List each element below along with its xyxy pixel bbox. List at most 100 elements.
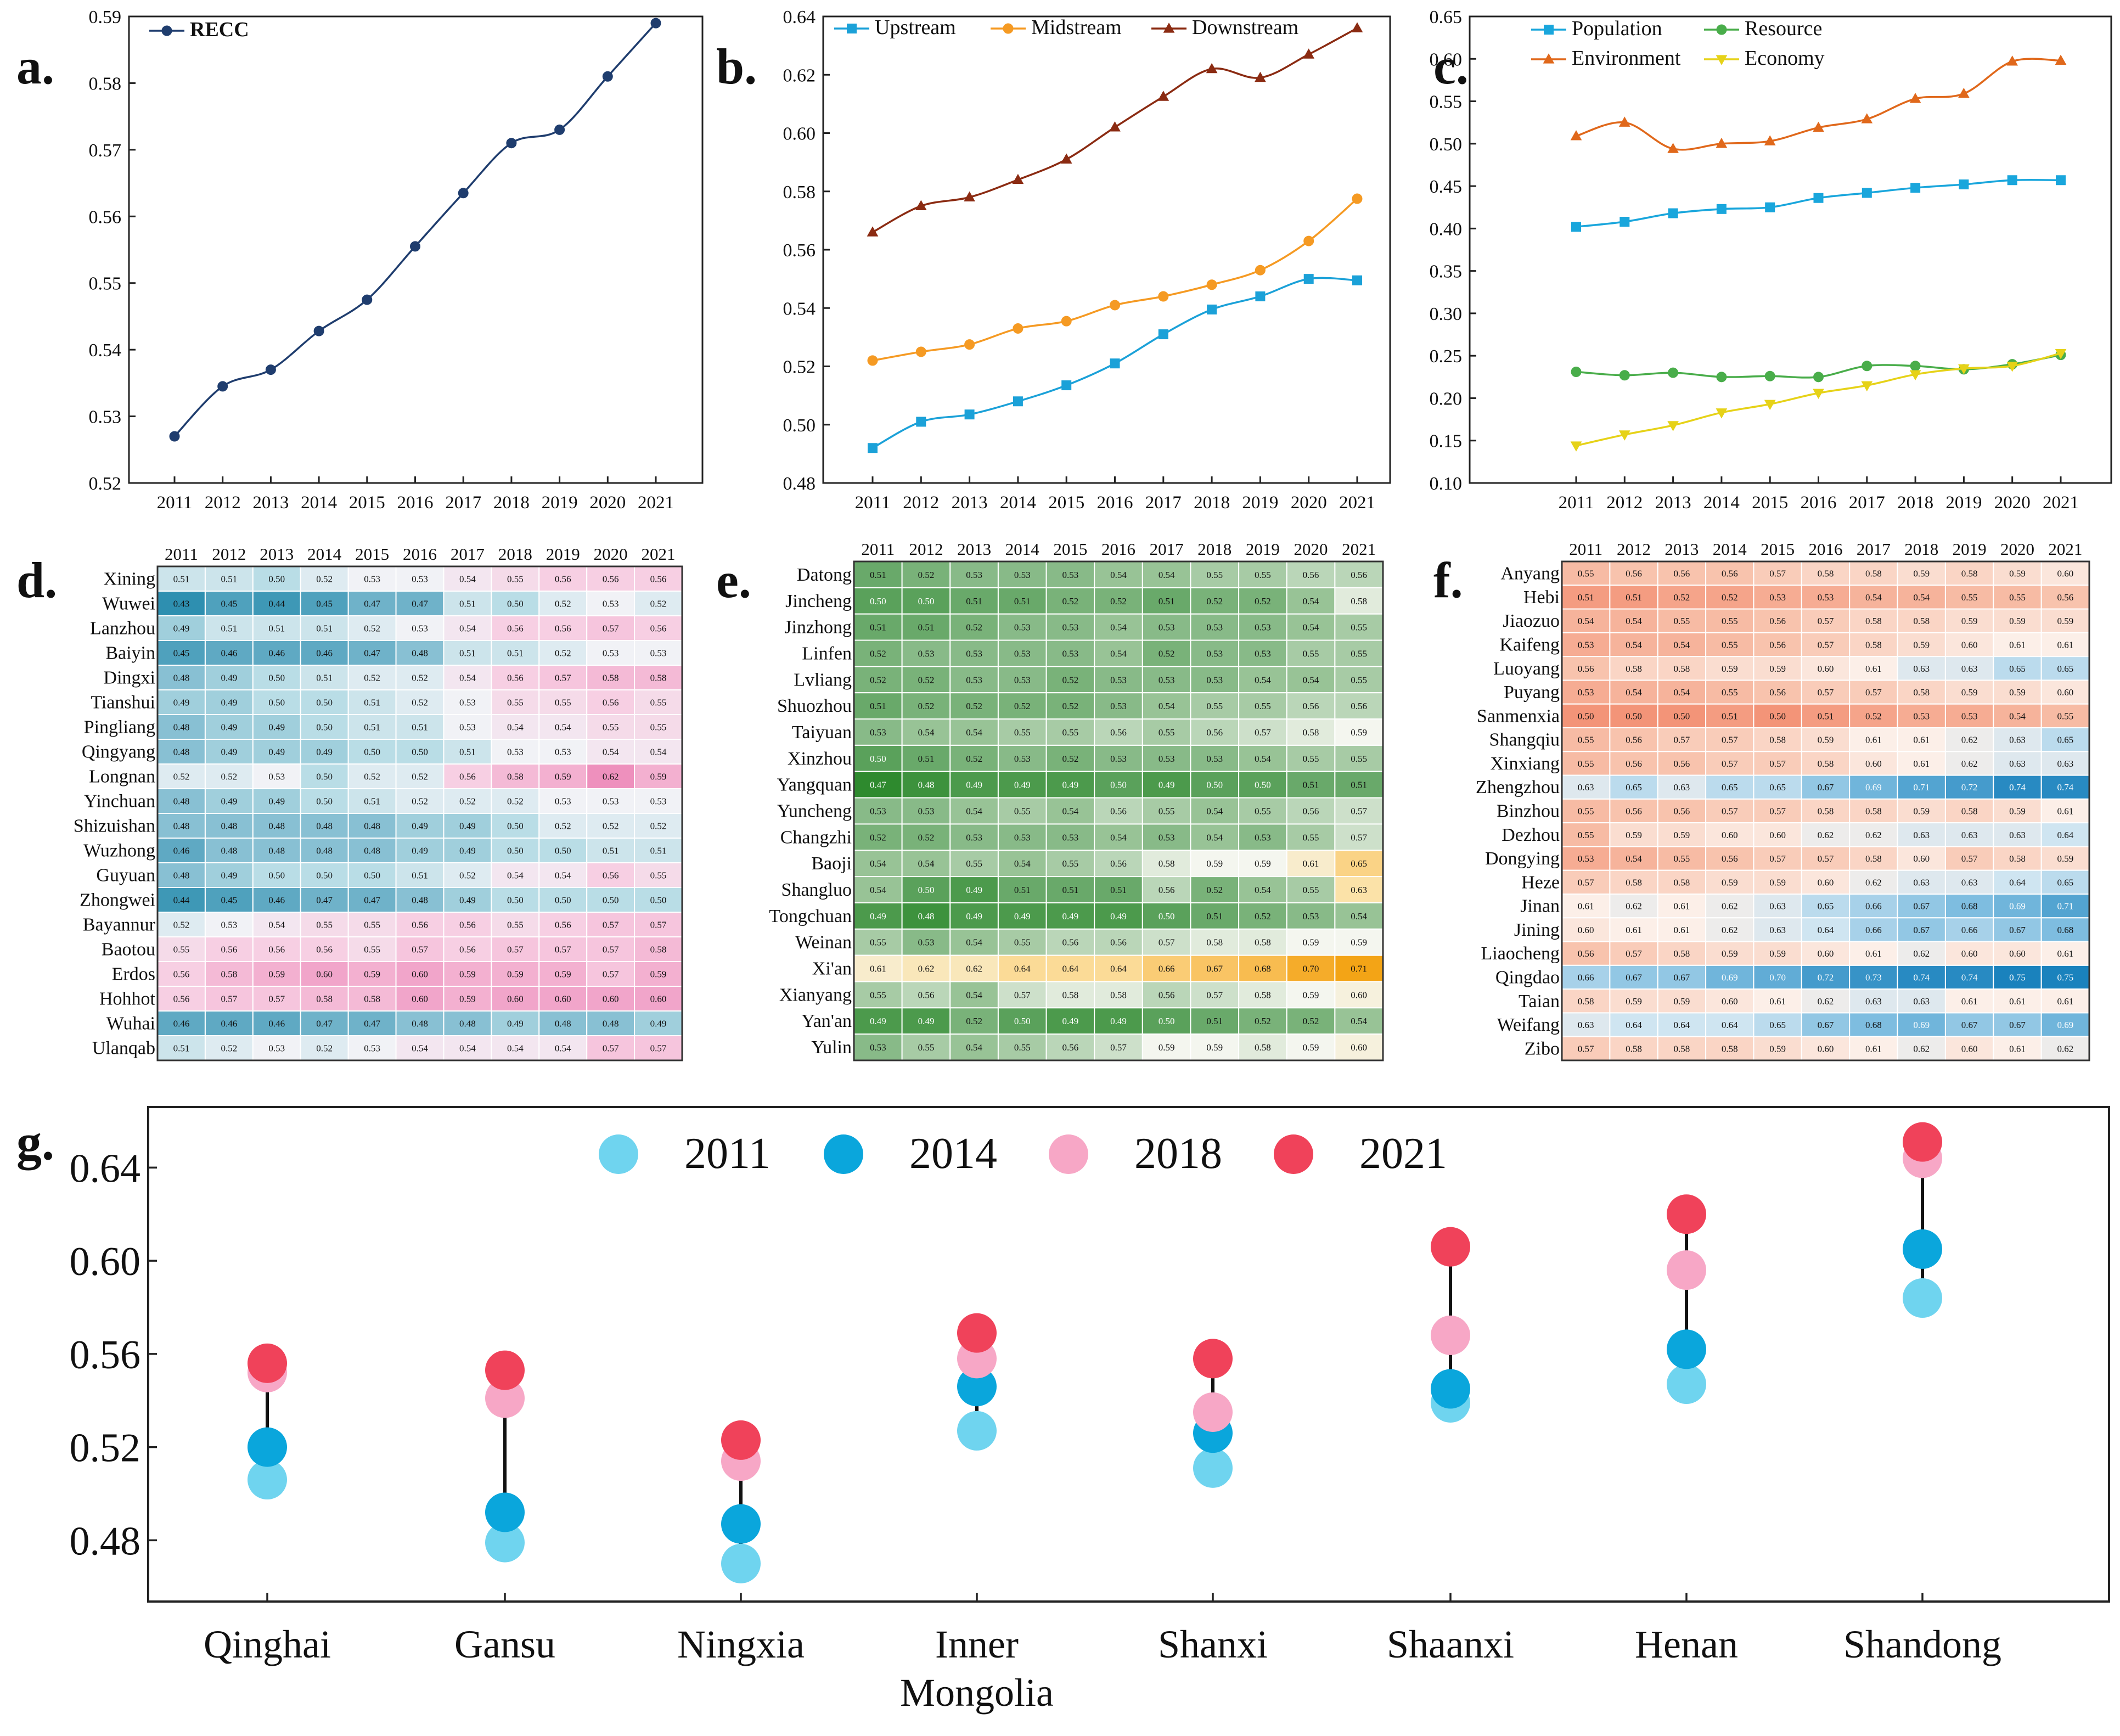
heatmap-cell bbox=[491, 763, 540, 789]
row-label: Xinxiang bbox=[1490, 754, 1560, 774]
x-tick-label: 2011 bbox=[1559, 493, 1594, 513]
heatmap-cell bbox=[1561, 751, 1611, 776]
cell-value: 0.57 bbox=[1865, 687, 1882, 698]
dot-inner-mongolia-2011 bbox=[957, 1411, 997, 1451]
cell-value: 0.69 bbox=[2009, 901, 2026, 912]
heatmap-cell bbox=[204, 640, 254, 666]
cell-value: 0.49 bbox=[870, 1016, 886, 1026]
cell-value: 0.51 bbox=[316, 673, 333, 683]
cell-value: 0.48 bbox=[173, 796, 190, 807]
heatmap-cell bbox=[1897, 988, 1946, 1014]
cell-value: 0.56 bbox=[1626, 735, 1642, 745]
heatmap-cell bbox=[300, 936, 349, 962]
row-label: Dongying bbox=[1485, 849, 1560, 869]
cell-value: 0.53 bbox=[603, 599, 619, 609]
cell-value: 0.58 bbox=[316, 994, 333, 1004]
heatmap-cell bbox=[853, 876, 903, 903]
cell-value: 0.54 bbox=[1351, 1016, 1367, 1026]
heatmap-cell bbox=[1657, 1036, 1707, 1061]
heatmap-cell bbox=[157, 591, 206, 616]
cell-value: 0.53 bbox=[1014, 570, 1031, 580]
heatmap-cell bbox=[1141, 876, 1191, 903]
heatmap-cell bbox=[252, 1010, 301, 1036]
heatmap-cell bbox=[586, 714, 636, 740]
cell-value: 0.53 bbox=[966, 675, 982, 685]
cell-value: 0.50 bbox=[555, 846, 571, 856]
x-tick-label: 2016 bbox=[1097, 493, 1133, 513]
cell-value: 0.64 bbox=[1818, 925, 1834, 935]
heatmap-cell bbox=[901, 797, 951, 825]
cell-value: 0.56 bbox=[603, 870, 619, 881]
cell-value: 0.54 bbox=[1206, 806, 1223, 817]
cell-value: 0.52 bbox=[555, 821, 571, 832]
series-line-population bbox=[1576, 178, 2061, 228]
cell-value: 0.58 bbox=[1913, 616, 1930, 626]
cell-value: 0.55 bbox=[1062, 858, 1078, 869]
data-point-resource bbox=[1862, 361, 1872, 372]
cell-value: 0.60 bbox=[1722, 996, 1738, 1007]
cell-value: 0.58 bbox=[1865, 640, 1882, 650]
cell-value: 0.60 bbox=[555, 994, 571, 1004]
data-point-midstream bbox=[1013, 323, 1024, 334]
cell-value: 0.61 bbox=[1865, 664, 1882, 674]
heatmap-cell bbox=[204, 615, 254, 641]
panel-letter: e. bbox=[716, 552, 751, 608]
heatmap-cell bbox=[1993, 846, 2042, 871]
cell-value: 0.56 bbox=[1351, 570, 1367, 580]
cell-value: 0.57 bbox=[1578, 1043, 1594, 1054]
cell-value: 0.58 bbox=[1865, 853, 1882, 864]
cell-value: 0.50 bbox=[268, 870, 285, 881]
data-point-environment bbox=[1909, 93, 1921, 103]
series-line-recc bbox=[173, 22, 657, 437]
x-tick-label: 2016 bbox=[397, 493, 434, 513]
heatmap-cell bbox=[491, 912, 540, 937]
row-label: Weifang bbox=[1497, 1015, 1560, 1035]
heatmap-cell bbox=[204, 1010, 254, 1036]
cell-value: 0.49 bbox=[1014, 780, 1031, 790]
heatmap-cell bbox=[1238, 639, 1287, 667]
cell-value: 0.54 bbox=[412, 1043, 428, 1054]
column-label: 2014 bbox=[1713, 540, 1747, 559]
heatmap-cell bbox=[443, 813, 492, 839]
cell-value: 0.48 bbox=[555, 1019, 571, 1029]
dot-shanxi-2011 bbox=[1193, 1448, 1233, 1488]
heatmap-cell bbox=[1238, 1033, 1287, 1061]
cell-value: 0.63 bbox=[2009, 830, 2026, 840]
heatmap-frame bbox=[853, 560, 1384, 1061]
cell-value: 0.51 bbox=[918, 622, 935, 633]
cell-value: 0.52 bbox=[459, 870, 476, 881]
cell-value: 0.75 bbox=[2057, 973, 2073, 983]
heatmap-cell bbox=[1609, 941, 1658, 966]
heatmap-cell bbox=[1705, 917, 1755, 942]
y-tick-label: 0.52 bbox=[89, 474, 122, 494]
heatmap-cell bbox=[1993, 585, 2042, 610]
cell-value: 0.50 bbox=[268, 698, 285, 708]
data-point-midstream bbox=[915, 346, 926, 357]
cell-value: 0.60 bbox=[1865, 759, 1882, 769]
heatmap-cell bbox=[443, 986, 492, 1012]
row-label: Yan'an bbox=[802, 1011, 852, 1031]
cell-value: 0.55 bbox=[1303, 885, 1319, 895]
cell-value: 0.59 bbox=[2009, 616, 2026, 626]
cell-value: 0.53 bbox=[1159, 832, 1175, 842]
legend-item-environment: Environment bbox=[1531, 47, 1681, 70]
cell-value: 0.51 bbox=[918, 754, 935, 764]
heatmap-cell bbox=[1141, 902, 1191, 930]
cell-value: 0.55 bbox=[1674, 616, 1690, 626]
row-label: Xianyang bbox=[779, 985, 852, 1005]
dot-gansu-2018 bbox=[485, 1378, 525, 1418]
heatmap-cell bbox=[252, 763, 301, 789]
legend-marker bbox=[1003, 23, 1014, 34]
cell-value: 0.61 bbox=[2057, 806, 2073, 817]
x-tick-label: 2012 bbox=[205, 493, 241, 513]
heatmap-cell bbox=[1753, 988, 1802, 1014]
heatmap-cell bbox=[1849, 656, 1898, 681]
x-tick-label: 2020 bbox=[1994, 493, 2031, 513]
heatmap-cell bbox=[997, 797, 1047, 825]
cell-value: 0.50 bbox=[507, 895, 524, 906]
y-tick-label: 0.54 bbox=[89, 340, 122, 361]
heatmap-cell bbox=[1190, 928, 1240, 956]
cell-value: 0.63 bbox=[1961, 830, 1978, 840]
legend-label: RECC bbox=[190, 18, 249, 41]
column-label: 2013 bbox=[957, 540, 991, 559]
